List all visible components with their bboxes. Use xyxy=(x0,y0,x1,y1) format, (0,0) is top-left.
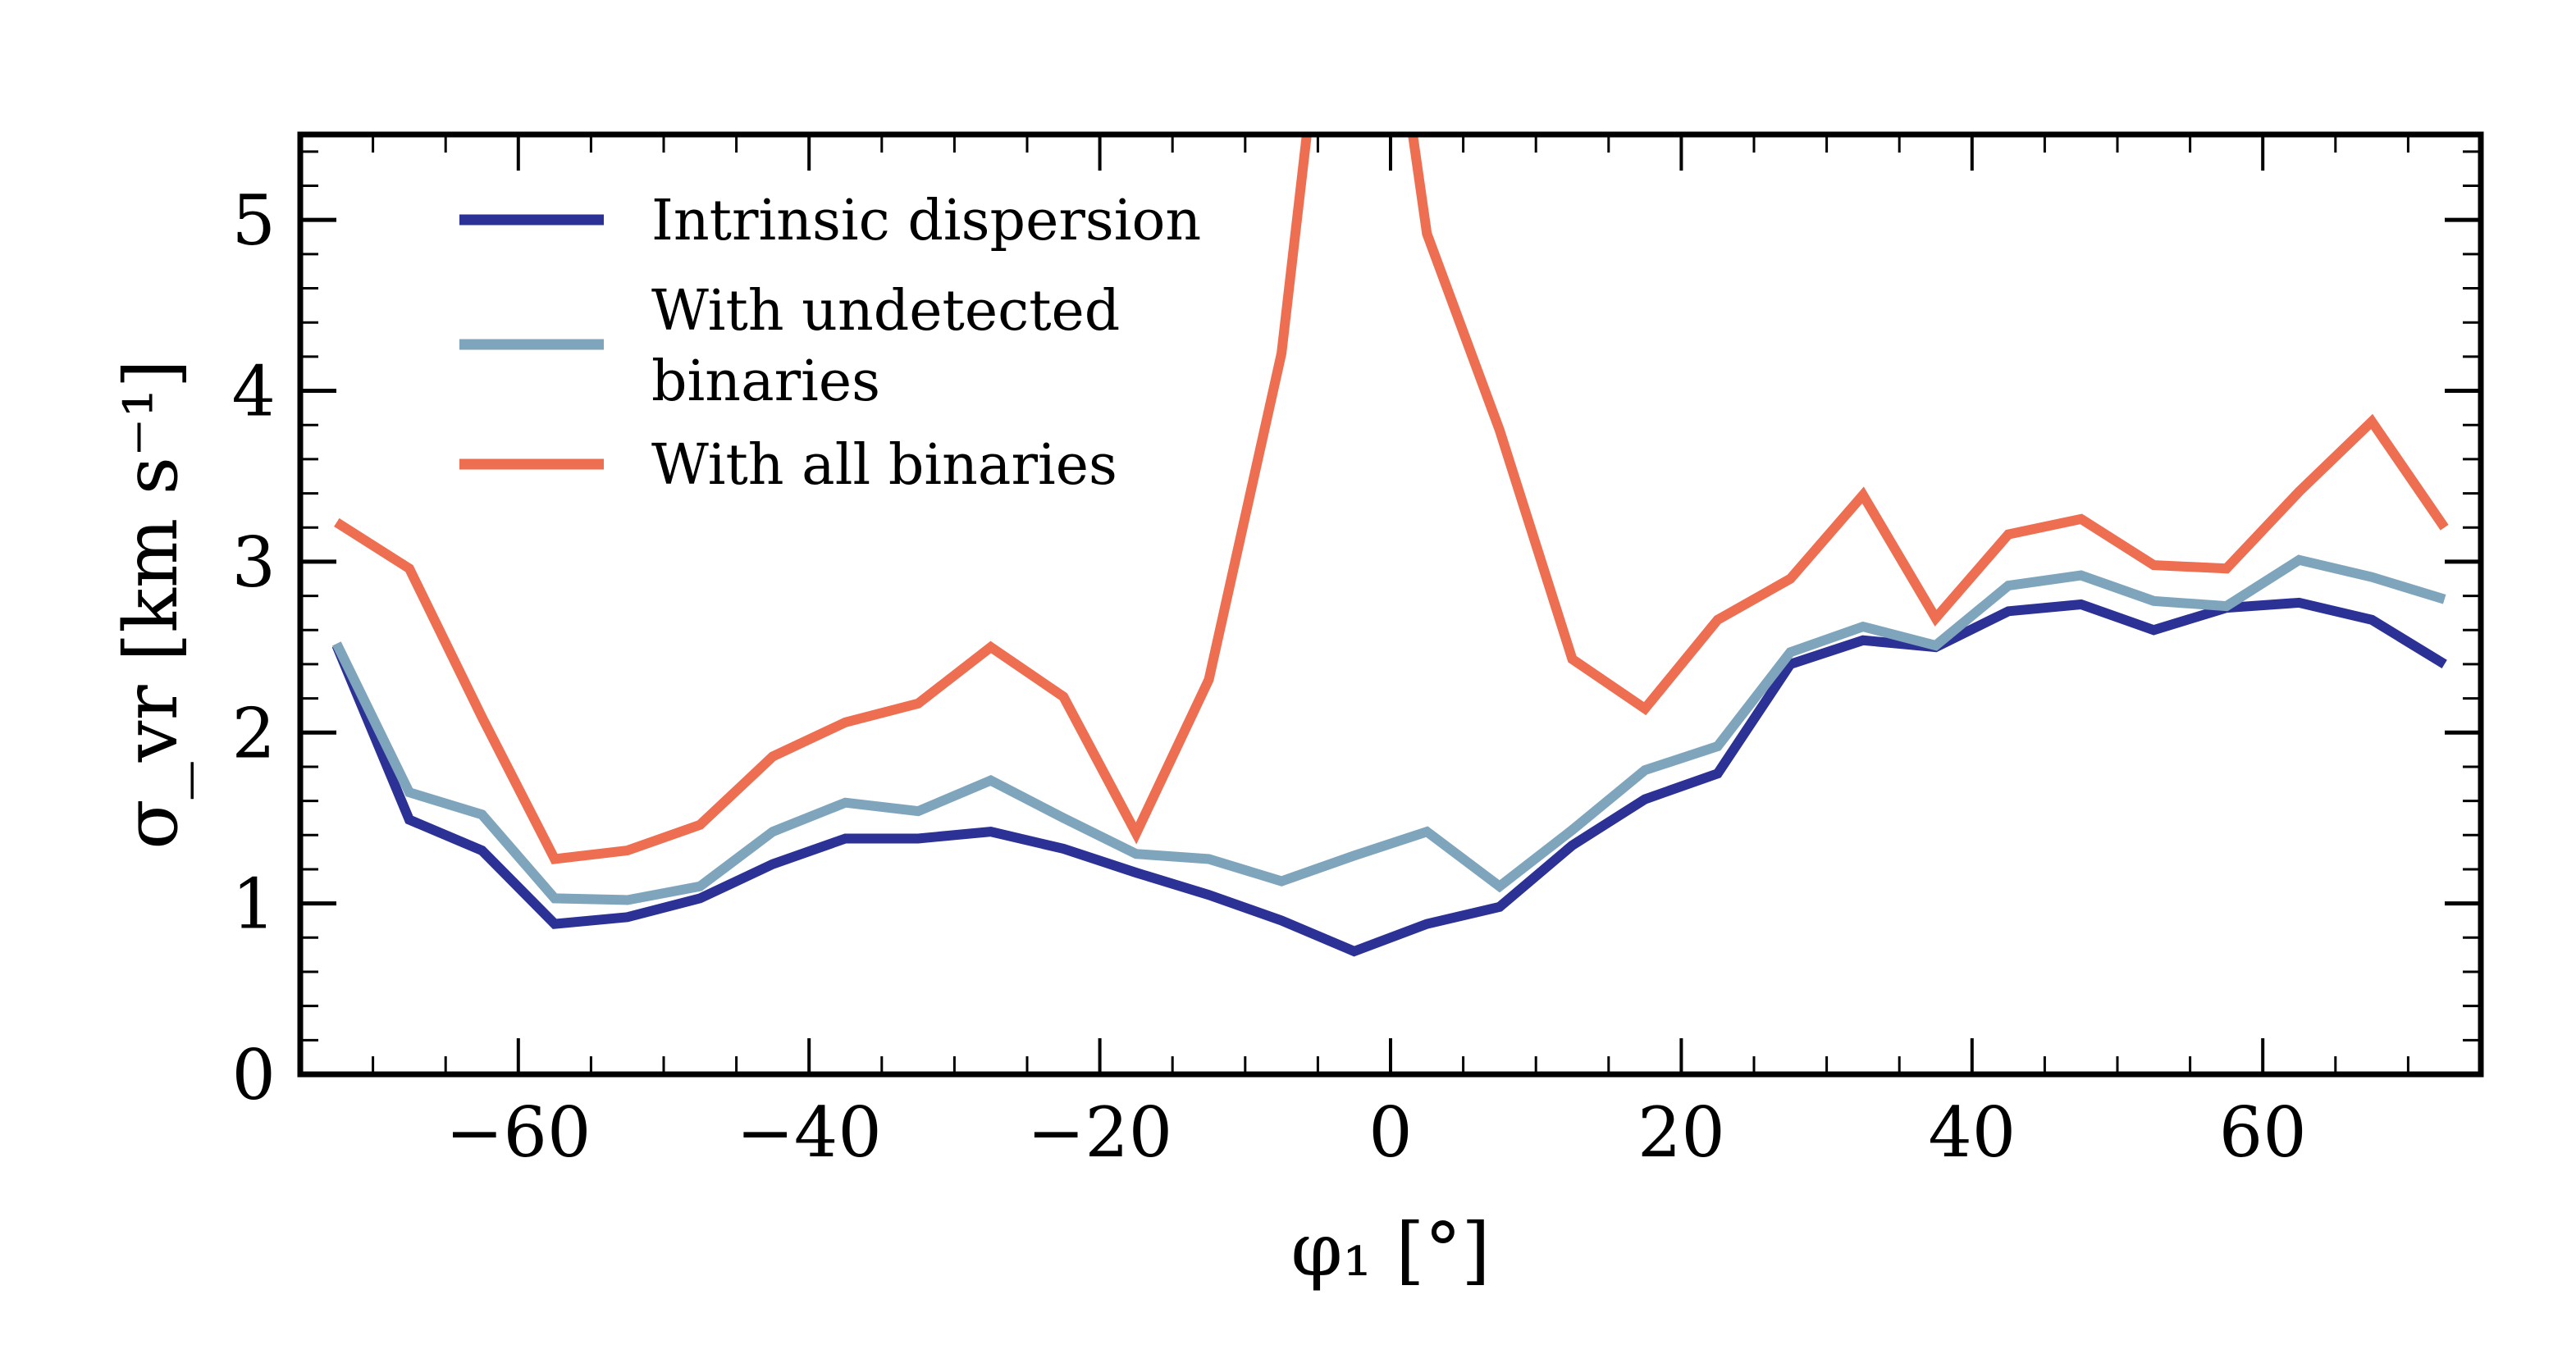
x-tick-label: −20 xyxy=(1027,1092,1172,1173)
y-tick-label: 1 xyxy=(232,864,276,945)
y-tick-label: 4 xyxy=(232,352,276,432)
legend-label: Intrinsic dispersion xyxy=(651,189,1201,253)
x-tick-label: −60 xyxy=(445,1092,591,1173)
ticks-layer: −60 −40 −20 0 20 40 60 0 1 2 3 4 5 xyxy=(232,134,2482,1173)
series-line-1 xyxy=(331,597,2447,957)
x-tick-label: 40 xyxy=(1928,1092,2016,1173)
y-tick-label: 0 xyxy=(232,1035,276,1115)
legend-label: With all binaries xyxy=(651,433,1117,498)
y-tick-label: 5 xyxy=(232,180,276,261)
y-tick-label: 2 xyxy=(232,693,276,773)
plot-frame xyxy=(297,131,2484,1078)
x-tick-label: 0 xyxy=(1368,1092,1412,1173)
legend-label: With undetected xyxy=(651,279,1120,344)
x-tick-label: −40 xyxy=(737,1092,882,1173)
y-tick-label: 3 xyxy=(232,522,276,603)
x-tick-label: 60 xyxy=(2219,1092,2307,1173)
series-line-3 xyxy=(334,134,2449,864)
x-axis-label: φ₁ [°] xyxy=(1291,1207,1491,1293)
y-axis-label: σ_vr [km s⁻¹] xyxy=(108,359,194,849)
legend: Intrinsic dispersion With undetectedbinar… xyxy=(459,189,1201,498)
series-layer xyxy=(331,134,2449,957)
x-tick-label: 20 xyxy=(1637,1092,1725,1173)
series-line-2 xyxy=(331,554,2446,905)
legend-label: binaries xyxy=(651,349,880,414)
